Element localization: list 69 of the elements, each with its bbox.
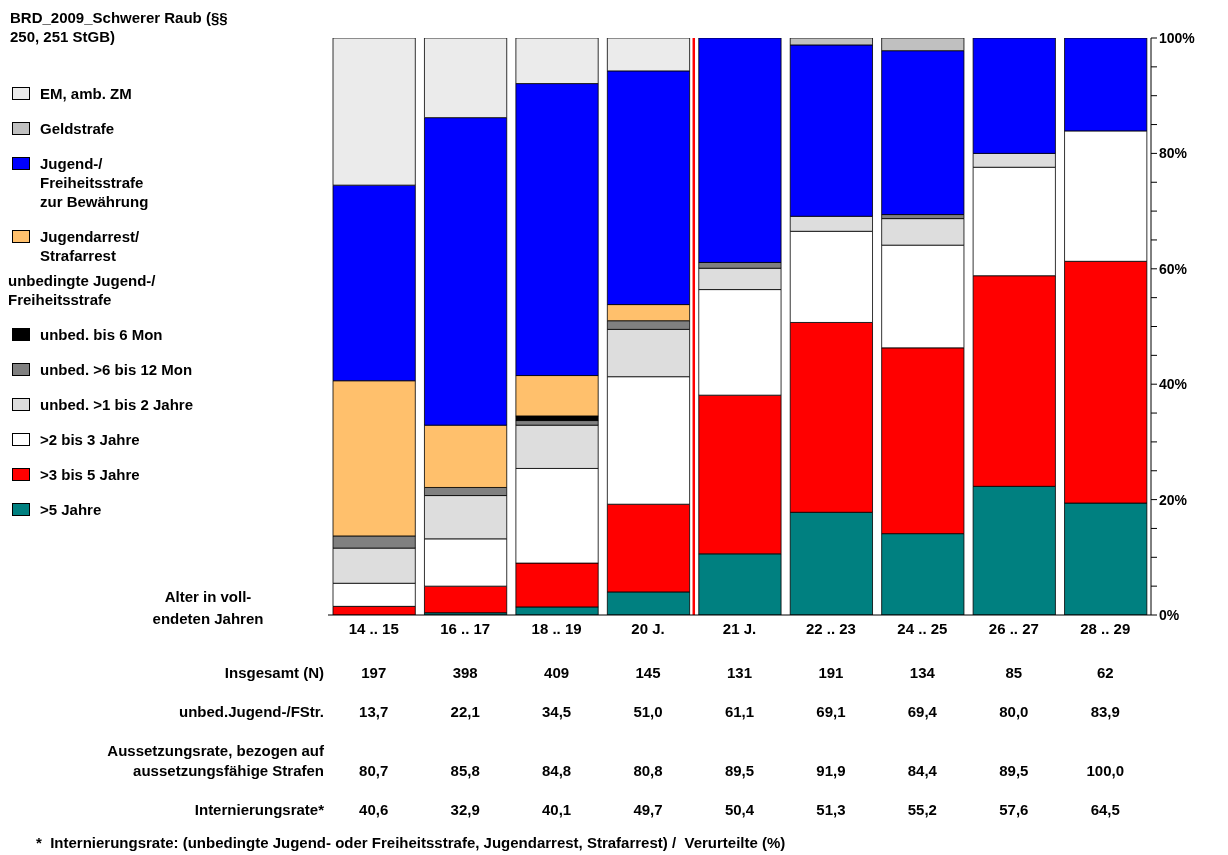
text: 32,9 xyxy=(449,800,481,820)
text: 191 xyxy=(817,663,845,683)
text: Aussetzungsrate, bezogen auf aussetzungsfähige Strafen xyxy=(107,741,324,781)
text: 85,8 xyxy=(449,761,481,781)
legend-label: >2 bis 3 Jahre xyxy=(40,430,140,449)
text: 398 xyxy=(451,663,479,683)
x-tick-label: 14 .. 15 xyxy=(348,619,399,637)
text: 40,1 xyxy=(541,800,573,820)
text: 55,2 xyxy=(906,800,938,820)
text: 51,0 xyxy=(632,702,664,722)
text: 40,6 xyxy=(358,800,390,820)
text: 84,4 xyxy=(906,761,938,781)
y-tick-label: 80% xyxy=(1159,145,1188,162)
text: 80,0 xyxy=(998,702,1030,722)
text: 91,9 xyxy=(815,761,847,781)
text: 50,4 xyxy=(723,800,756,820)
text: 84,8 xyxy=(541,761,573,781)
legend-label: >5 Jahre xyxy=(40,500,102,519)
text: 80,8 xyxy=(632,761,664,781)
legend-label: Jugend-/ Freiheitsstrafe zur Bewährung xyxy=(40,154,149,211)
legend-label: unbed. >1 bis 2 Jahre xyxy=(40,395,193,414)
text: 409 xyxy=(543,663,571,683)
x-tick-label: 22 .. 23 xyxy=(805,619,856,637)
y-tick-label: 60% xyxy=(1159,260,1188,277)
text: 69,1 xyxy=(815,702,847,722)
text: 62 xyxy=(1095,663,1115,683)
text: 69,4 xyxy=(906,702,938,722)
text: 85 xyxy=(1004,663,1024,683)
text: Internierungsrate* xyxy=(194,800,324,820)
text: 89,5 xyxy=(998,761,1030,781)
x-axis-title: Alter in voll- endeten Jahren xyxy=(151,587,265,629)
x-tick-label: 28 .. 29 xyxy=(1080,619,1131,637)
x-tick-label: 16 .. 17 xyxy=(440,619,491,637)
text: 134 xyxy=(908,663,936,683)
x-tick-label: 21 J. xyxy=(722,619,757,637)
legend-label: Jugendarrest/ Strafarrest xyxy=(40,227,140,265)
y-tick-label: 40% xyxy=(1159,376,1188,393)
text: BRD_2009_Schwerer Raub (§§ 250, 251 StGB) xyxy=(10,8,229,46)
x-tick-label: 26 .. 27 xyxy=(988,619,1039,637)
text: 131 xyxy=(726,663,753,683)
text: 51,3 xyxy=(815,800,847,820)
text: 80,7 xyxy=(358,761,390,781)
legend-label: >3 bis 5 Jahre xyxy=(40,465,140,484)
x-tick-label: 18 .. 19 xyxy=(531,619,582,637)
text: 64,5 xyxy=(1089,800,1121,820)
text: 57,6 xyxy=(998,800,1030,820)
text: 13,7 xyxy=(358,702,390,722)
x-tick-label: 24 .. 25 xyxy=(897,619,948,637)
y-tick-label: 0% xyxy=(1159,606,1180,623)
text: unbed.Jugend-/FStr. xyxy=(179,702,324,722)
y-tick-label: 100% xyxy=(1159,29,1196,46)
legend-label: Geldstrafe xyxy=(40,119,115,138)
text: 49,7 xyxy=(632,800,664,820)
text: 34,5 xyxy=(541,702,573,722)
x-tick-label: 20 J. xyxy=(631,619,665,637)
text: 100,0 xyxy=(1085,761,1126,781)
text: 145 xyxy=(634,663,662,683)
text: 83,9 xyxy=(1089,702,1121,722)
legend-label: unbed. >6 bis 12 Mon xyxy=(40,360,193,379)
legend-title: unbedingte Jugend-/ Freiheitsstrafe xyxy=(8,271,157,309)
text: * Internierungsrate: (unbedingte Jugend- oder Freiheitsstrafe, Jugendarrest, Strafarrest) / Verurteilte (%) xyxy=(36,833,786,853)
legend-label: unbed. bis 6 Mon xyxy=(40,325,163,344)
y-tick-label: 20% xyxy=(1159,491,1188,508)
text: 61,1 xyxy=(723,702,756,722)
text: Insgesamt (N) xyxy=(224,663,324,683)
text: 22,1 xyxy=(449,702,481,722)
text: 197 xyxy=(360,663,388,683)
text: 89,5 xyxy=(723,761,756,781)
legend-label: EM, amb. ZM xyxy=(40,84,132,103)
